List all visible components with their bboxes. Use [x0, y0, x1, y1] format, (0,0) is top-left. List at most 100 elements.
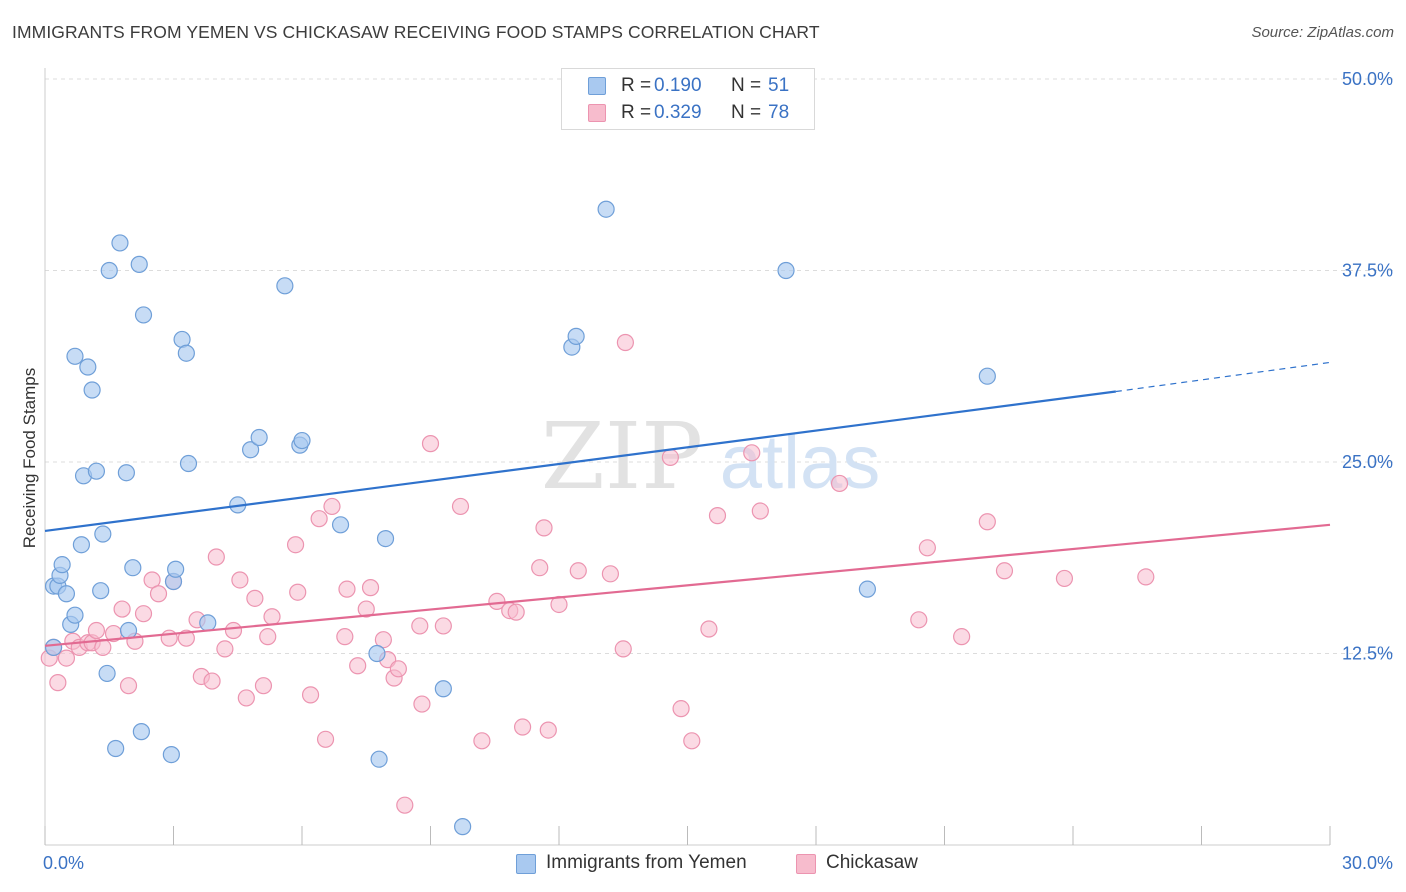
legend-r-value: 0.190 [654, 75, 702, 96]
x-tick-label: 0.0% [43, 853, 84, 873]
chickasaw-point [224, 621, 243, 640]
chickasaw-point [134, 605, 153, 623]
yemen-point [250, 428, 268, 447]
chickasaw-point [361, 579, 380, 597]
yemen-point [83, 381, 101, 399]
series-swatch-yemen [516, 854, 536, 874]
yemen-point [79, 358, 97, 376]
chickasaw-point [995, 562, 1014, 580]
chickasaw-point [601, 565, 620, 583]
chickasaw-point [434, 617, 452, 635]
chickasaw-point [661, 448, 679, 467]
yemen-point [199, 614, 217, 632]
chickasaw-point [231, 571, 249, 589]
chickasaw-point [246, 589, 264, 607]
chickasaw-point [830, 474, 849, 493]
chickasaw-point [614, 640, 632, 658]
yemen-point [117, 464, 135, 482]
source-credit: Source: ZipAtlas.com [1251, 24, 1394, 41]
series-label-chickasaw: Chickasaw [826, 852, 918, 873]
yemen-point [567, 327, 585, 345]
chickasaw-point [316, 730, 335, 748]
yemen-point [119, 621, 138, 640]
chickasaw-point [57, 649, 76, 667]
chickasaw-point [672, 700, 690, 718]
chickasaw-point [488, 592, 506, 611]
watermark-atlas: atlas [720, 420, 881, 505]
y-tick-label: 37.5% [1342, 261, 1393, 281]
yemen-point [597, 200, 615, 218]
chickasaw-point [301, 686, 320, 704]
yemen-point [179, 454, 198, 473]
chickasaw-point [259, 628, 277, 646]
yemen-point [293, 431, 311, 450]
series-swatch-chickasaw [796, 854, 816, 874]
yemen-point [98, 664, 116, 683]
chickasaw-point [49, 674, 67, 692]
y-tick-label: 25.0% [1342, 452, 1393, 472]
chart-title: IMMIGRANTS FROM YEMEN VS CHICKASAW RECEI… [12, 22, 820, 42]
yemen-points [44, 200, 996, 836]
yemen-point [107, 739, 125, 758]
stats-legend: R = 0.190 N = 51 R = 0.329 N = 78 [561, 68, 815, 130]
chickasaw-point [216, 640, 234, 658]
legend-n-label: N = [731, 102, 762, 123]
yemen-point [94, 525, 112, 543]
chickasaw-point [357, 600, 375, 618]
yemen-point [368, 644, 386, 663]
yemen-point [777, 261, 795, 280]
chickasaw-point [349, 657, 367, 675]
yemen-point [331, 516, 350, 534]
yemen-point [978, 367, 996, 385]
legend-n-label: N = [731, 75, 762, 96]
yemen-point [242, 441, 260, 459]
yemen-point [111, 234, 129, 252]
chickasaw-point [539, 721, 557, 739]
chickasaw-point [87, 621, 106, 640]
chickasaw-trend-line [44, 523, 1331, 647]
y-tick-label: 50.0% [1342, 69, 1393, 89]
yemen-point [454, 818, 472, 836]
trend-lines [44, 361, 1331, 647]
chickasaw-point [310, 510, 328, 528]
chickasaw-point [119, 677, 138, 695]
x-tick-label: 30.0% [1342, 853, 1393, 873]
yemen-point [167, 560, 185, 578]
chickasaw-point [421, 435, 440, 453]
axes [44, 68, 1331, 846]
chickasaw-point [254, 677, 273, 695]
chickasaw-point [569, 562, 587, 580]
chickasaw-point [336, 628, 354, 646]
yemen-trend-extension [1115, 361, 1331, 393]
chickasaw-point [451, 497, 470, 516]
chickasaw-point [683, 732, 701, 750]
chickasaw-point [751, 502, 769, 520]
chickasaw-point [113, 600, 131, 618]
legend-r-label: R = [621, 102, 652, 123]
yemen-point [124, 559, 142, 577]
yemen-point [434, 680, 452, 698]
yemen-point [132, 723, 150, 741]
chickasaw-point [411, 617, 429, 635]
legend-swatch-yemen [588, 77, 606, 95]
yemen-point [53, 556, 71, 574]
chickasaw-point [918, 539, 936, 557]
chickasaw-point [374, 631, 392, 649]
yemen-point [92, 582, 110, 600]
chickasaw-point [743, 444, 761, 462]
legend-swatch-chickasaw [588, 104, 606, 122]
yemen-point [100, 261, 118, 280]
yemen-point [72, 536, 91, 554]
yemen-trend-line [44, 390, 1116, 533]
watermark: ZIP atlas [541, 403, 880, 510]
chickasaw-point [1137, 568, 1155, 586]
chickasaw-point [338, 580, 356, 598]
chickasaw-point [531, 559, 549, 577]
chickasaw-point [389, 660, 407, 678]
series-label-yemen: Immigrants from Yemen [546, 852, 747, 873]
tick-labels: 12.5% 25.0% 37.5% 50.0% 0.0% 30.0% [43, 69, 1393, 873]
chickasaw-point [143, 571, 161, 589]
yemen-point [858, 580, 877, 598]
yemen-point [57, 585, 76, 603]
